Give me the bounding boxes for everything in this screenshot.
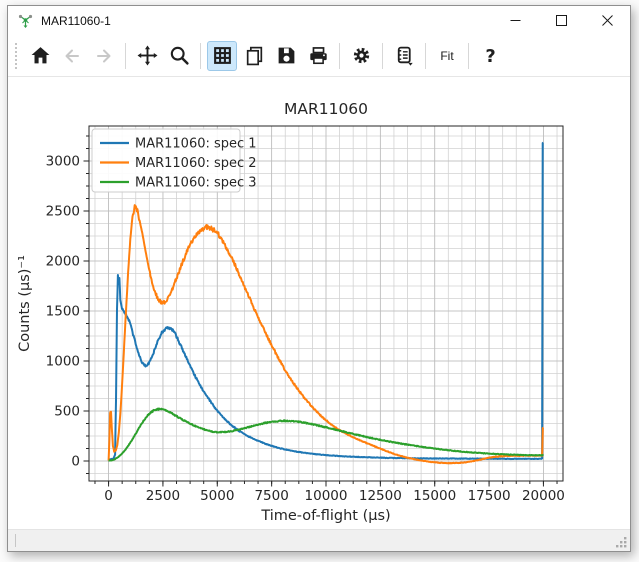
plot-toolbar: Fit?	[8, 35, 630, 77]
copy-button[interactable]	[239, 41, 269, 71]
window-controls	[492, 6, 630, 35]
grid-icon	[212, 45, 233, 66]
toolbar-items: Fit?	[24, 40, 506, 71]
titlebar[interactable]: MAR11060-1	[8, 6, 630, 35]
statusbar-separator	[15, 534, 16, 547]
series-line-2	[107, 204, 544, 465]
save-icon	[276, 45, 297, 66]
script-icon	[394, 45, 415, 66]
minimize-button[interactable]	[492, 6, 538, 35]
copy-icon	[244, 45, 265, 66]
pan-icon	[137, 45, 158, 66]
plot-canvas[interactable]: 0 2500 5000 7500 10000 12500 15000 17500 20000 0 5…	[8, 77, 630, 529]
save-button[interactable]	[271, 41, 301, 71]
svg-text:500: 500	[54, 404, 80, 420]
window-title: MAR11060-1	[41, 13, 111, 28]
toolbar-separator	[200, 42, 201, 69]
svg-text:3000: 3000	[46, 154, 80, 170]
svg-text:1000: 1000	[46, 354, 80, 370]
resize-grip-icon[interactable]	[615, 536, 628, 549]
pan-button[interactable]	[132, 41, 162, 71]
svg-text:0: 0	[104, 488, 113, 504]
toolbar-drag-handle[interactable]	[15, 42, 17, 69]
close-icon	[601, 15, 613, 26]
forward-button	[89, 41, 119, 71]
svg-text:17500: 17500	[468, 488, 511, 504]
axis-ticks	[83, 135, 558, 487]
help-button[interactable]: ?	[475, 41, 505, 71]
grid-toggle-button[interactable]	[207, 40, 237, 71]
maximize-icon	[555, 15, 567, 26]
toolbar-separator	[425, 42, 426, 69]
generate-script-button[interactable]	[389, 41, 419, 71]
print-button[interactable]	[303, 41, 333, 71]
figure-canvas: 0 2500 5000 7500 10000 12500 15000 17500 20000 0 5…	[8, 77, 630, 529]
toolbar-separator	[125, 42, 126, 69]
back-button	[57, 41, 87, 71]
zoom-icon	[169, 45, 190, 66]
svg-text:12500: 12500	[359, 488, 402, 504]
series-line-1	[108, 141, 544, 461]
x-tick-labels: 0 2500 5000 7500 10000 12500 15000 17500 20000	[104, 488, 565, 504]
gear-icon	[351, 45, 372, 66]
svg-text:15000: 15000	[413, 488, 456, 504]
mantid-logo-icon	[17, 12, 34, 29]
home-icon	[30, 45, 51, 66]
series-line-3	[108, 407, 544, 462]
plot-title: MAR11060	[284, 100, 368, 118]
fit-label: Fit	[440, 48, 454, 63]
svg-text:2500: 2500	[46, 204, 80, 220]
zoom-button[interactable]	[164, 41, 194, 71]
svg-text:0: 0	[71, 454, 80, 470]
fit-button[interactable]: Fit	[432, 41, 462, 71]
svg-text:2500: 2500	[146, 488, 180, 504]
plot-window: MAR11060-1 Fit? 0 2500 5000 7500 10000 12500 1…	[7, 5, 631, 552]
y-axis-label: Counts (μs)⁻¹	[17, 255, 33, 352]
forward-arrow-icon	[94, 46, 114, 66]
toolbar-separator	[468, 42, 469, 69]
svg-text:5000: 5000	[200, 488, 234, 504]
back-arrow-icon	[62, 46, 82, 66]
y-tick-labels: 0 500 1000 1500 2000 2500 3000	[46, 154, 80, 470]
minimize-icon	[510, 20, 520, 21]
svg-text:2000: 2000	[46, 254, 80, 270]
settings-button[interactable]	[346, 41, 376, 71]
legend-label-1: MAR11060: spec 1	[135, 137, 257, 152]
print-icon	[308, 45, 329, 66]
toolbar-separator	[339, 42, 340, 69]
x-axis-label: Time-of-flight (μs)	[260, 508, 390, 524]
question-icon: ?	[480, 45, 501, 66]
maximize-button[interactable]	[538, 6, 584, 35]
toolbar-separator	[382, 42, 383, 69]
close-button[interactable]	[584, 6, 630, 35]
svg-text:7500: 7500	[254, 488, 288, 504]
svg-text:1500: 1500	[46, 304, 80, 320]
home-button[interactable]	[25, 41, 55, 71]
svg-text:20000: 20000	[522, 488, 565, 504]
legend-label-2: MAR11060: spec 2	[135, 156, 257, 171]
legend[interactable]: MAR11060: spec 1 MAR11060: spec 2 MAR11060…	[91, 128, 257, 193]
legend-label-3: MAR11060: spec 3	[135, 176, 257, 191]
statusbar	[8, 529, 630, 551]
svg-text:10000: 10000	[305, 488, 348, 504]
svg-text:?: ?	[485, 46, 495, 66]
